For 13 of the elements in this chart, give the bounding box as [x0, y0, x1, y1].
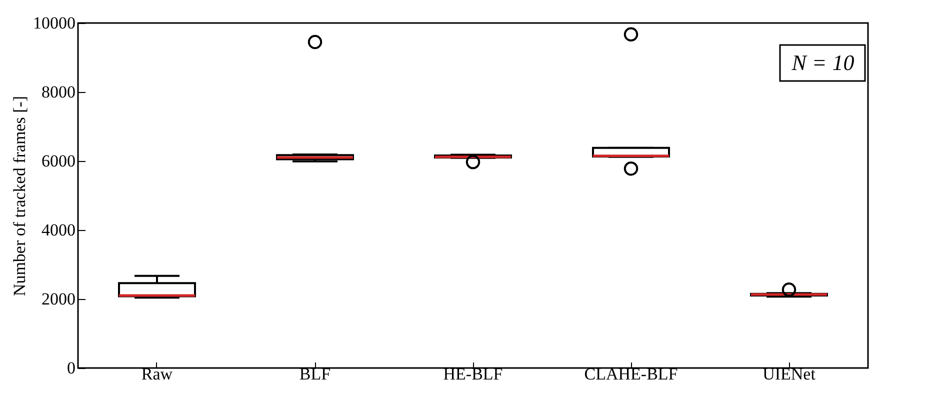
- x-tick-label: BLF: [299, 364, 331, 384]
- y-tick-label: 0: [67, 358, 76, 378]
- y-tick-label: 8000: [42, 82, 76, 102]
- y-tick-label: 10000: [33, 14, 76, 32]
- y-tick-label: 6000: [42, 152, 76, 170]
- annotation: N = 10: [790, 50, 854, 75]
- x-tick-label: HE-BLF: [443, 364, 503, 384]
- x-tick-label: CLAHE-BLF: [584, 364, 678, 384]
- x-tick-label: UIENet: [762, 364, 816, 384]
- y-tick-label: 2000: [42, 290, 76, 308]
- y-axis-title: Number of tracked frames [-]: [10, 96, 29, 296]
- x-tick-label: Raw: [141, 364, 174, 384]
- y-tick-label: 4000: [42, 220, 76, 240]
